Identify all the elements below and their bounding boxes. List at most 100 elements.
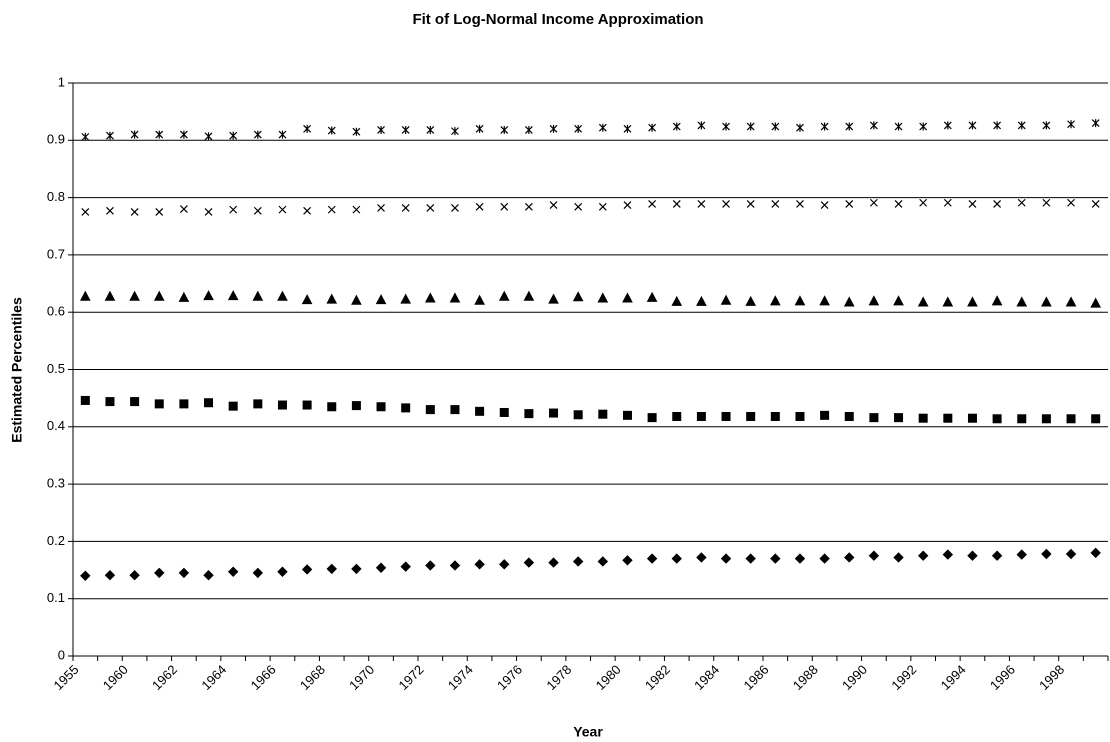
y-tick-label: 1 [58,74,65,89]
data-point [1017,414,1027,424]
data-point [967,550,978,561]
data-point [967,413,977,423]
data-point [252,290,264,301]
x-tick-label: 1992 [888,662,919,693]
data-point [993,121,1002,130]
data-point [130,130,139,139]
data-point [623,124,632,133]
data-point [351,563,362,575]
data-point [623,201,632,209]
x-tick-label: 1996 [987,662,1018,693]
x-tick-label: 1955 [50,662,81,693]
data-point [648,199,657,208]
data-point [327,126,336,135]
data-point [1016,549,1027,560]
x-tick-label: 1960 [100,662,131,693]
data-point [967,296,978,307]
data-point [1017,198,1026,207]
data-point [277,566,288,577]
data-point [499,559,510,570]
data-point [722,122,730,131]
data-point [1091,119,1100,128]
data-point [622,555,633,566]
data-point [377,125,385,134]
data-point [746,199,755,208]
data-point [154,567,165,579]
data-point [204,132,213,141]
data-point [179,130,188,139]
data-point [548,293,559,304]
data-point [1017,121,1026,130]
data-point [1066,414,1076,424]
data-point [1090,547,1101,559]
data-point [155,208,164,216]
data-point [326,563,337,575]
data-point [327,205,336,214]
data-point [179,399,189,409]
data-point [524,125,533,134]
data-point [80,570,91,581]
data-point [1065,296,1077,307]
data-point [992,414,1002,424]
data-point [820,122,829,131]
data-point [352,127,361,136]
data-point [844,411,854,421]
data-point [426,203,435,212]
x-tick-label: 1984 [691,662,722,693]
x-tick-label: 1966 [248,662,279,693]
x-tick-label: 1988 [790,662,821,693]
data-point [648,123,657,132]
data-point [697,121,706,130]
data-point [451,127,459,136]
data-point [1041,414,1051,424]
x-tick-label: 1962 [149,662,180,693]
data-point [229,131,238,140]
data-point [278,205,287,214]
x-tick-label: 1964 [198,662,229,693]
data-point [647,413,657,423]
data-point [597,556,609,567]
x-tick-label: 1990 [839,662,870,693]
data-point [154,399,164,409]
data-point [943,198,952,207]
data-point [991,550,1003,561]
data-point [943,121,952,130]
data-point [720,294,732,305]
data-point [622,292,633,303]
data-point [81,132,90,141]
data-point [474,559,485,570]
data-point [672,122,681,131]
data-point [722,199,730,208]
data-point [326,293,338,304]
data-point [771,199,780,208]
y-axis-title: Estimated Percentiles [9,297,25,443]
data-point [301,564,313,575]
data-point [449,292,461,303]
data-point [819,553,830,564]
data-point [424,292,436,303]
data-point [253,130,262,139]
data-point [942,296,954,307]
data-point [106,206,114,215]
y-tick-label: 0.7 [47,246,65,261]
data-point [104,569,116,581]
data-point [204,208,213,216]
y-tick-label: 0.9 [47,132,65,147]
data-point [574,124,583,133]
data-point [549,201,558,209]
data-point [869,121,878,130]
data-point [646,553,658,564]
y-tick-label: 0.3 [47,476,65,491]
data-point [696,411,706,421]
data-point [1041,548,1052,560]
data-point [794,553,806,564]
data-point [524,202,533,211]
x-tick-label: 1994 [938,662,969,693]
data-point [893,295,904,306]
data-point [523,290,535,301]
data-point [450,405,460,415]
data-point [499,407,509,417]
y-tick-label: 0.8 [47,189,65,204]
data-point [796,123,804,132]
